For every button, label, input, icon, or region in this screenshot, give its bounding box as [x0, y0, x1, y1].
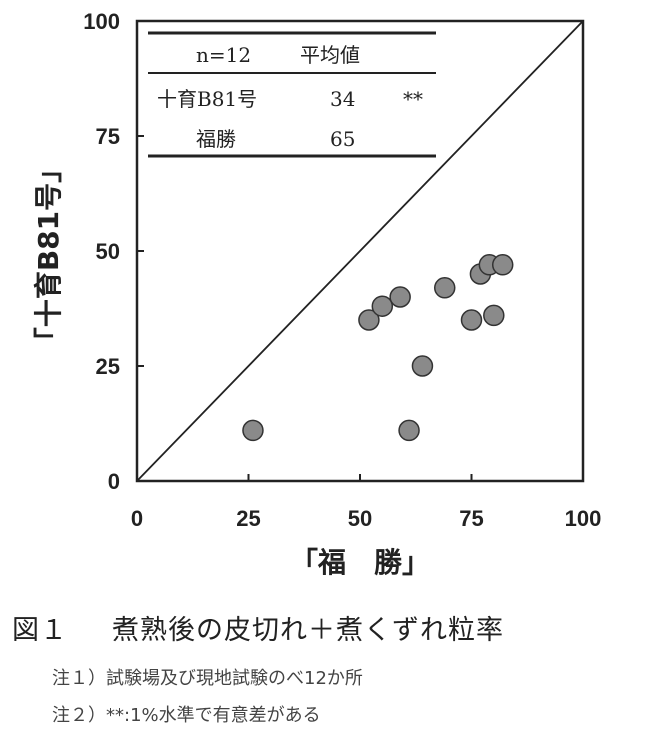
table-row-value: 65 — [330, 127, 355, 151]
x-tick-label: 75 — [459, 506, 483, 531]
scatter-chart: 0 25 50 75 100 0 25 50 75 100 n=12 平均値 十育B81号 34… — [32, 9, 601, 579]
y-tick-label: 75 — [96, 124, 120, 149]
y-tick-label: 50 — [96, 239, 120, 264]
x-tick-labels: 0 25 50 75 100 — [131, 474, 601, 531]
data-point — [371, 295, 394, 317]
x-tick-label: 50 — [348, 506, 372, 531]
x-tick-label: 0 — [131, 506, 143, 531]
data-point — [411, 355, 434, 377]
data-points — [242, 254, 514, 442]
x-axis-title: 「福 勝」 — [290, 546, 430, 579]
table-row-value: 34 — [330, 87, 355, 111]
data-point — [398, 419, 420, 442]
table-row-sig: ** — [403, 87, 423, 111]
data-point — [433, 277, 456, 299]
footnote-2: 注２）**:1%水準で有意差がある — [52, 705, 321, 726]
x-tick-label: 100 — [565, 506, 602, 531]
y-tick-label: 0 — [108, 469, 120, 494]
summary-table: n=12 平均値 十育B81号 34 ** 福勝 65 — [148, 31, 436, 158]
data-point — [491, 254, 514, 276]
figure-label: 図１ — [12, 615, 68, 646]
data-point — [358, 309, 380, 331]
equality-line — [136, 20, 584, 482]
table-row-name: 福勝 — [196, 127, 236, 151]
y-tick-label: 25 — [96, 354, 120, 379]
y-tick-label: 100 — [83, 9, 120, 34]
one-to-one-line — [136, 20, 584, 482]
data-point — [483, 304, 505, 327]
figure-title: 煮熟後の皮切れ＋煮くずれ粒率 — [112, 615, 504, 646]
figure-caption: 図１ 煮熟後の皮切れ＋煮くずれ粒率 — [12, 608, 504, 647]
y-tick-labels: 0 25 50 75 100 — [83, 9, 144, 494]
table-header-n: n=12 — [196, 43, 251, 67]
x-tick-label: 25 — [236, 506, 260, 531]
table-row-name: 十育B81号 — [157, 87, 257, 111]
data-point — [242, 419, 264, 442]
data-point — [389, 286, 411, 308]
table-header-mean: 平均値 — [300, 43, 360, 67]
data-point — [460, 309, 483, 331]
footnote-1: 注１）試験場及び現地試験のべ12か所 — [52, 668, 363, 689]
y-axis-title: 「十育B81号」 — [32, 155, 65, 355]
